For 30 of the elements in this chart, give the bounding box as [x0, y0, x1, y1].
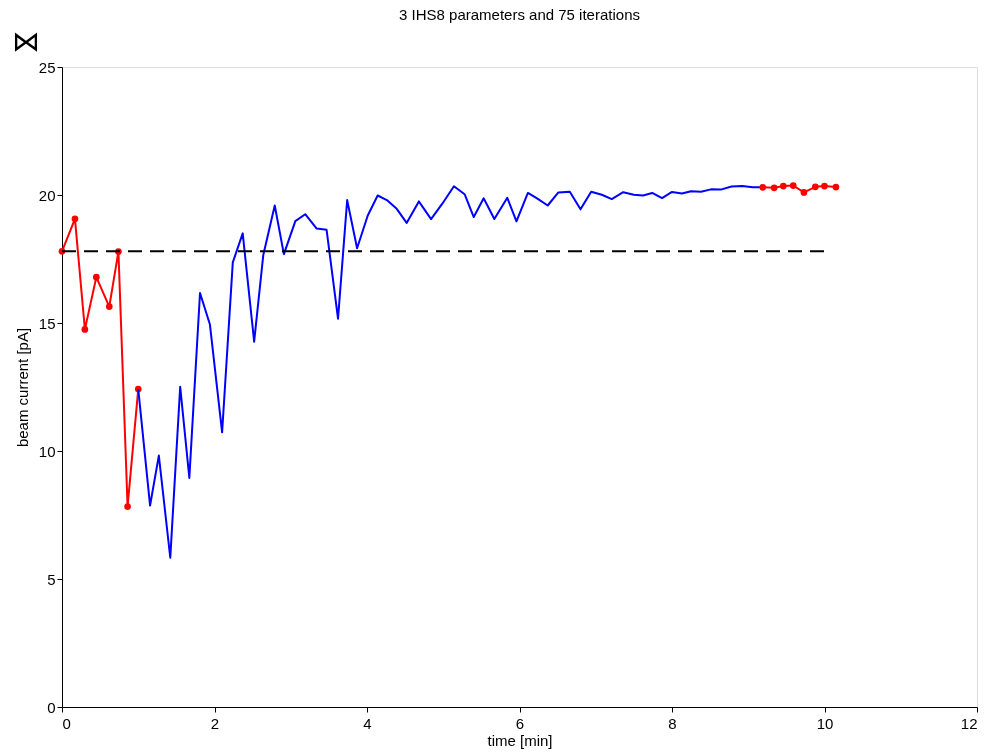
y-tick-label: 20	[38, 186, 56, 204]
point	[81, 326, 89, 333]
point	[71, 215, 79, 223]
point	[124, 503, 131, 510]
x-tick-label: 12	[960, 714, 978, 732]
text: ⋈	[12, 25, 40, 58]
point	[770, 184, 778, 192]
point	[92, 273, 100, 281]
point	[821, 182, 828, 190]
point	[759, 183, 767, 191]
chart-title: 3 IHS8 parameters and 75 iterations	[399, 6, 640, 23]
x-tick-label: 0	[62, 714, 71, 732]
y-tick-label: 15	[38, 314, 56, 332]
x-axis-title: time [min]	[487, 731, 553, 749]
y-tick-label: 5	[47, 570, 56, 588]
point	[779, 182, 787, 190]
y-axis-title: beam current [pA]	[13, 327, 31, 448]
x-tick-label: 2	[210, 714, 220, 732]
point	[812, 183, 819, 191]
x-tick-label: 6	[515, 714, 525, 732]
y-tick-label: 10	[38, 442, 56, 460]
point	[105, 303, 113, 310]
point	[832, 183, 840, 191]
y-tick-label: 0	[47, 698, 56, 716]
x-tick-label: 4	[363, 714, 372, 732]
y-tick-label: 25	[38, 58, 56, 76]
x-tick-label: 10	[816, 714, 834, 732]
x-tick-label: 8	[668, 714, 677, 732]
point	[789, 182, 797, 189]
point	[800, 189, 808, 196]
